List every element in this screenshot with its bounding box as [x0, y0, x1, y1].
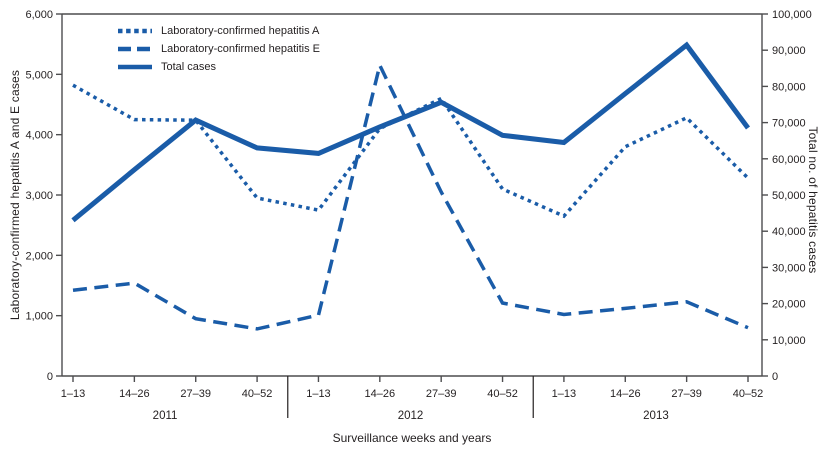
- x-axis-week-label: 40–52: [487, 388, 518, 400]
- left-y-axis-tick-label: 6,000: [25, 9, 53, 21]
- legend-label-hepatitis-e: Laboratory-confirmed hepatitis E: [161, 43, 320, 55]
- right-y-axis-tick-label: 0: [772, 371, 778, 383]
- right-y-axis-tick-label: 80,000: [772, 81, 806, 93]
- x-axis-week-label: 14–26: [365, 388, 396, 400]
- left-y-axis-tick-label: 0: [47, 371, 53, 383]
- left-y-axis-tick-label: 5,000: [25, 69, 53, 81]
- right-y-axis-tick-label: 10,000: [772, 335, 806, 347]
- legend-label-total-cases: Total cases: [161, 61, 217, 73]
- dotted-line-swatch-icon: [118, 28, 152, 34]
- solid-line-swatch-icon: [118, 64, 152, 70]
- right-y-axis-tick-label: 40,000: [772, 226, 806, 238]
- right-y-axis-tick-label: 90,000: [772, 45, 806, 57]
- x-axis-week-label: 40–52: [242, 388, 273, 400]
- x-axis-week-label: 14–26: [119, 388, 150, 400]
- x-axis-week-label: 27–39: [426, 388, 457, 400]
- x-axis-year-label: 2012: [398, 410, 424, 422]
- x-axis-week-label: 14–26: [610, 388, 641, 400]
- dashed-line-swatch-icon: [118, 46, 152, 52]
- right-y-axis-tick-label: 60,000: [772, 154, 806, 166]
- left-y-axis-tick-label: 3,000: [25, 190, 53, 202]
- x-axis-week-label: 27–39: [671, 388, 702, 400]
- series-line-dashed: [72, 60, 749, 331]
- x-axis-week-label: 27–39: [180, 388, 211, 400]
- x-axis-week-label: 1–13: [61, 388, 85, 400]
- left-y-axis-tick-label: 1,000: [25, 311, 53, 323]
- left-y-axis-tick-label: 2,000: [25, 250, 53, 262]
- legend-item-hepatitis-a: Laboratory-confirmed hepatitis A: [118, 22, 320, 40]
- x-axis-title: Surveillance weeks and years: [332, 431, 492, 445]
- right-y-axis-tick-label: 50,000: [772, 190, 806, 202]
- x-axis-week-label: 40–52: [733, 388, 764, 400]
- legend-item-total-cases: Total cases: [118, 58, 320, 76]
- x-axis-year-label: 2011: [153, 410, 178, 422]
- right-y-axis-tick-label: 20,000: [772, 299, 806, 311]
- right-y-axis-tick-label: 30,000: [772, 262, 806, 274]
- left-y-axis-tick-label: 4,000: [25, 130, 53, 142]
- left-y-axis-title: Laboratory-confirmed hepatitis A and E c…: [8, 69, 22, 321]
- series-line-dotted: [72, 83, 750, 219]
- x-axis-week-label: 1–13: [306, 388, 330, 400]
- x-axis-year-label: 2013: [643, 410, 669, 422]
- legend-item-hepatitis-e: Laboratory-confirmed hepatitis E: [118, 40, 320, 58]
- right-y-axis-tick-label: 100,000: [772, 9, 812, 21]
- legend-label-hepatitis-a: Laboratory-confirmed hepatitis A: [161, 25, 320, 37]
- right-y-axis-title: Total no. of hepatitis cases: [806, 126, 820, 274]
- x-axis-week-label: 1–13: [552, 388, 576, 400]
- chart-legend: Laboratory-confirmed hepatitis A Laborat…: [118, 22, 320, 76]
- series-line-solid: [71, 41, 751, 223]
- right-y-axis-tick-label: 70,000: [772, 118, 806, 130]
